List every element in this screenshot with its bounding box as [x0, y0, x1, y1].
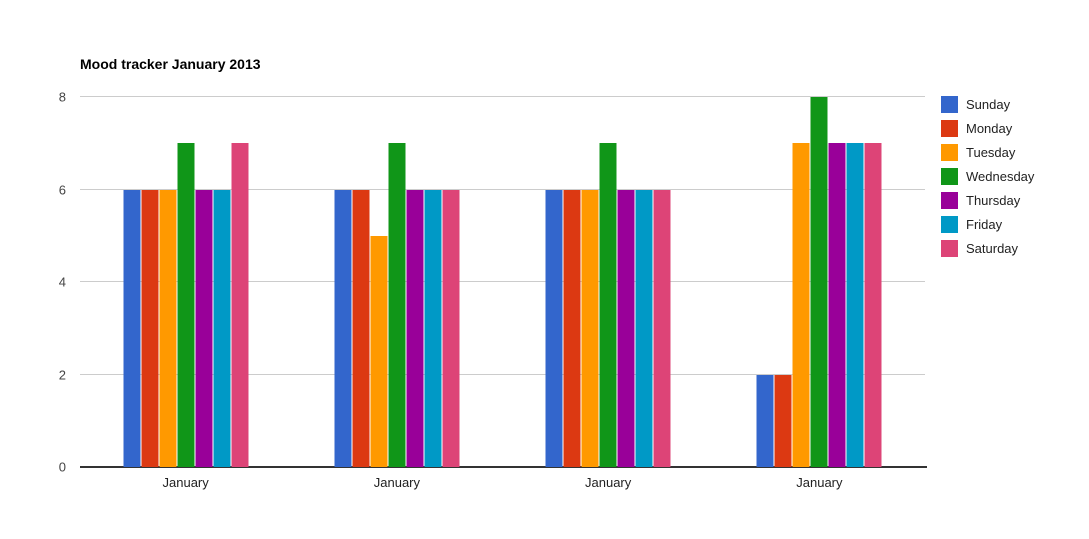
bar-monday[interactable]: [141, 189, 159, 467]
x-tick-label: January: [162, 475, 209, 490]
legend-swatch-icon: [941, 144, 958, 161]
bar-tuesday[interactable]: [159, 189, 177, 467]
x-axis-line: [80, 466, 927, 468]
legend-swatch-icon: [941, 192, 958, 209]
x-tick-label: January: [373, 475, 420, 490]
bar-group-4: [756, 97, 882, 467]
legend-swatch-icon: [941, 168, 958, 185]
legend-item-tuesday: Tuesday: [941, 144, 1034, 161]
bar-wednesday[interactable]: [177, 143, 195, 467]
bar-monday[interactable]: [563, 189, 581, 467]
legend-item-monday: Monday: [941, 120, 1034, 137]
legend-label: Wednesday: [966, 169, 1035, 184]
legend: Sunday Monday Tuesday Wednesday Thursday Frid…: [941, 96, 1034, 264]
bar-wednesday[interactable]: [388, 143, 406, 467]
chart-title: Mood tracker January 2013: [80, 56, 261, 72]
gridline-6: [80, 188, 925, 190]
y-tick-label: 2: [58, 367, 66, 382]
bar-wednesday[interactable]: [810, 97, 828, 467]
bar-sunday[interactable]: [123, 189, 141, 467]
gridline-4: [80, 281, 925, 282]
bar-friday[interactable]: [424, 189, 442, 467]
bar-wednesday[interactable]: [599, 143, 617, 467]
x-axis: January January January January: [80, 475, 925, 495]
bar-sunday[interactable]: [756, 374, 774, 467]
bar-saturday[interactable]: [864, 143, 882, 467]
bar-group-3: [545, 97, 671, 467]
legend-label: Monday: [966, 121, 1013, 136]
legend-label: Friday: [966, 217, 1003, 232]
x-tick-label: January: [585, 475, 632, 490]
legend-swatch-icon: [941, 120, 958, 137]
bar-group-1: [123, 97, 249, 467]
y-tick-label: 0: [58, 459, 66, 475]
y-tick-label: 8: [58, 89, 66, 105]
legend-item-saturday: Saturday: [941, 240, 1034, 257]
legend-item-sunday: Sunday: [941, 96, 1034, 113]
bar-sunday[interactable]: [334, 189, 352, 467]
bar-monday[interactable]: [352, 189, 370, 467]
legend-label: Thursday: [966, 193, 1021, 208]
bar-friday[interactable]: [635, 189, 653, 467]
x-tick-label: January: [796, 475, 843, 490]
y-tick-label: 6: [58, 182, 66, 197]
gridline-2: [80, 373, 925, 375]
legend-label: Sunday: [966, 97, 1011, 112]
legend-swatch-icon: [941, 240, 958, 257]
bar-thursday[interactable]: [828, 143, 846, 467]
legend-item-friday: Friday: [941, 216, 1034, 233]
bar-thursday[interactable]: [617, 189, 635, 467]
bar-saturday[interactable]: [442, 189, 460, 467]
plot-area: [80, 96, 927, 468]
y-axis: 0 2 4 6 8: [0, 91, 66, 474]
bar-group-2: [334, 97, 460, 467]
legend-label: Tuesday: [966, 145, 1016, 160]
bar-monday[interactable]: [774, 374, 792, 467]
bar-friday[interactable]: [846, 143, 864, 467]
legend-swatch-icon: [941, 96, 958, 113]
bar-sunday[interactable]: [545, 189, 563, 467]
legend-item-wednesday: Wednesday: [941, 168, 1034, 185]
gridline-8: [80, 96, 925, 97]
y-tick-label: 4: [58, 274, 66, 290]
bar-tuesday[interactable]: [792, 143, 810, 467]
bar-thursday[interactable]: [195, 189, 213, 467]
legend-label: Saturday: [966, 241, 1019, 256]
bar-tuesday[interactable]: [581, 189, 599, 467]
bar-friday[interactable]: [213, 189, 231, 467]
bar-tuesday[interactable]: [370, 235, 388, 467]
bar-saturday[interactable]: [653, 189, 671, 467]
legend-swatch-icon: [941, 216, 958, 233]
bar-saturday[interactable]: [231, 143, 249, 467]
bar-thursday[interactable]: [406, 189, 424, 467]
legend-item-thursday: Thursday: [941, 192, 1034, 209]
